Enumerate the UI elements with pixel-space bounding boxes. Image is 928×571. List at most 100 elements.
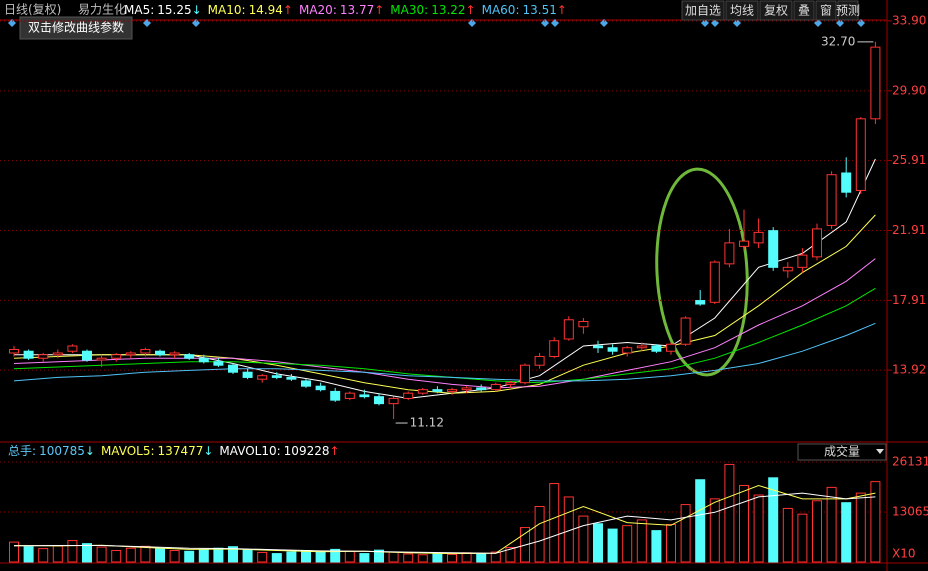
legend-sep: :: [151, 444, 155, 458]
candle-body: [753, 231, 764, 244]
y-tick-label: 29.90: [892, 83, 926, 97]
candle-body: [125, 352, 136, 356]
legend-sep: :: [515, 3, 519, 17]
candle-body: [724, 242, 735, 265]
candle-body: [505, 382, 516, 385]
volume-bar: [476, 553, 487, 563]
y-tick-label: 13.92: [892, 363, 926, 377]
candle-body: [812, 228, 822, 258]
toolbar-button[interactable]: 预测: [836, 4, 860, 18]
legend-arrow: ↑: [557, 3, 567, 17]
legend-name: 总手: [8, 444, 32, 458]
candle-body: [96, 357, 107, 361]
volume-bar: [461, 552, 472, 563]
volume-bar: [374, 549, 384, 563]
legend-value: 100785: [39, 444, 85, 458]
candle-body: [140, 348, 151, 354]
candle-body: [38, 354, 49, 359]
candle-body: [666, 343, 676, 352]
volume-bar: [447, 553, 457, 563]
volume-bar: [753, 494, 764, 563]
volume-bar: [651, 530, 662, 563]
mavol-line: [13, 484, 876, 555]
volume-bar: [315, 551, 326, 563]
volume-bar: [52, 545, 63, 563]
y-tick-label: 17.91: [892, 293, 926, 307]
volume-bar: [636, 519, 647, 563]
candle-body: [680, 317, 691, 345]
toolbar-button-bg[interactable]: [815, 0, 837, 21]
volume-bar: [855, 492, 866, 563]
candle-body: [169, 352, 180, 356]
candle-body: [739, 240, 749, 247]
legend-value: 137477: [158, 444, 204, 458]
volume-bar: [111, 550, 122, 563]
candle-body: [198, 357, 209, 363]
candle-body: [111, 354, 122, 359]
volume-bar: [534, 506, 545, 563]
legend-value: 13.77: [340, 3, 374, 17]
candle-body: [315, 385, 326, 391]
ma-line: [13, 322, 876, 382]
volume-bar: [359, 553, 370, 563]
legend-arrow: ↑: [283, 3, 293, 17]
candle-body: [286, 376, 297, 380]
legend-name: MA60: [482, 3, 516, 17]
mavol-line: [13, 492, 876, 554]
toolbar-button[interactable]: 加自选: [685, 4, 721, 18]
candle-body: [447, 389, 457, 392]
volume-bar: [417, 554, 428, 563]
candle-body: [52, 352, 63, 356]
volume-bar: [739, 484, 749, 563]
toolbar-button[interactable]: 窗: [820, 4, 832, 18]
y-tick-label: 33.90: [892, 13, 926, 27]
toolbar-button-bg[interactable]: [681, 0, 725, 21]
legend-sep: :: [150, 3, 154, 17]
candle-body: [23, 350, 34, 359]
candle-body: [271, 375, 282, 378]
unit-label: X10: [892, 547, 916, 561]
legend-value: 14.94: [249, 3, 283, 17]
volume-bar: [403, 553, 414, 563]
toolbar-button[interactable]: 均线: [730, 4, 754, 18]
dropdown-arrow[interactable]: [876, 449, 884, 454]
candle-body: [242, 371, 253, 378]
legend-arrow: ↓: [85, 444, 95, 458]
volume-bar: [155, 548, 165, 563]
candle-body: [461, 387, 472, 391]
candle-body: [534, 355, 545, 366]
legend-sep: :: [277, 444, 281, 458]
volume-bar: [125, 547, 136, 563]
legend-value: 13.51: [523, 3, 557, 17]
volume-bar: [724, 463, 735, 563]
volume-bar: [140, 545, 151, 563]
toolbar-button-bg[interactable]: [759, 0, 793, 21]
toolbar-button-bg[interactable]: [793, 0, 815, 21]
legend-sep: :: [242, 3, 246, 17]
legend-sep: :: [424, 3, 428, 17]
legend-value: 15.25: [157, 3, 191, 17]
candle-body: [432, 389, 443, 392]
indicator-selector[interactable]: [797, 443, 887, 461]
volume-bar: [388, 551, 399, 563]
volume-bar: [301, 550, 311, 563]
candle-body: [82, 350, 92, 361]
candle-body: [520, 364, 530, 384]
candle-body: [9, 348, 19, 354]
candle-body: [841, 172, 852, 193]
candle-body: [228, 364, 238, 373]
toolbar-button[interactable]: 叠: [798, 4, 810, 18]
candle-body: [403, 392, 414, 399]
legend-name: MAVOL5: [101, 444, 151, 458]
candle-body: [257, 375, 268, 380]
candle-body: [622, 347, 633, 354]
legend-value: 13.22: [431, 3, 465, 17]
toolbar-button-bg[interactable]: [837, 0, 859, 21]
indicator-title[interactable]: 成交量: [824, 444, 860, 459]
volume-bar: [82, 543, 92, 563]
volume-bar: [797, 513, 808, 563]
toolbar-button[interactable]: 复权: [764, 4, 788, 18]
candle-body: [855, 118, 866, 191]
toolbar-button-bg[interactable]: [725, 0, 759, 21]
legend-value: 109228: [284, 444, 330, 458]
